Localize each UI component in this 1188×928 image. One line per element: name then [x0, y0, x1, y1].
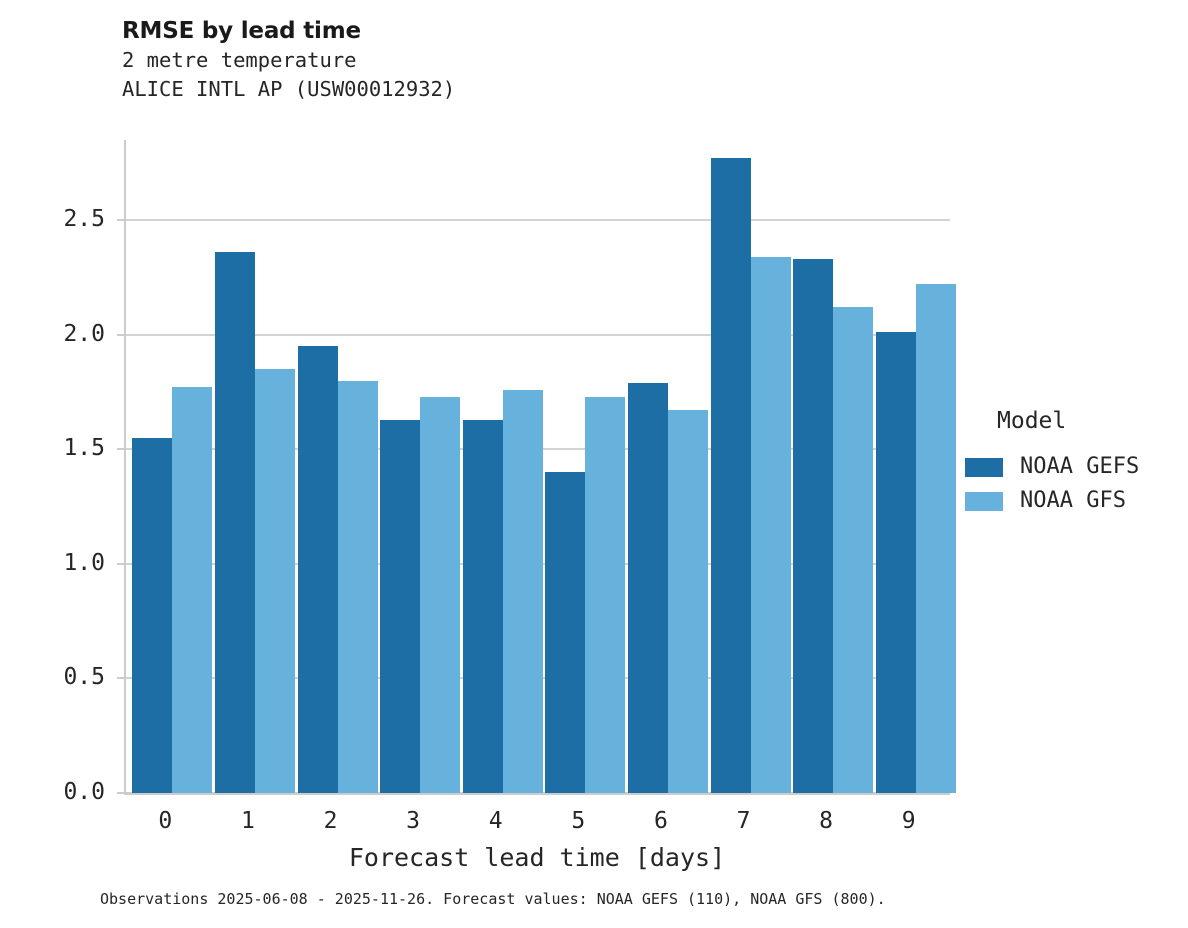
y-tick-label: 0.0 [63, 779, 105, 805]
y-tick-mark [117, 562, 124, 565]
legend-swatch-gfs [965, 491, 1003, 511]
x-tick-label: 9 [901, 808, 916, 834]
bar-noaa-gefs-day-2[interactable] [297, 346, 338, 793]
bar-noaa-gfs-day-2[interactable] [337, 380, 378, 793]
bar-noaa-gefs-day-9[interactable] [875, 332, 916, 793]
y-tick-label: 1.5 [63, 435, 105, 462]
bar-noaa-gefs-day-7[interactable] [710, 158, 751, 793]
gridline [126, 219, 950, 222]
legend-swatch-gefs [965, 457, 1003, 477]
title-block: RMSE by lead time 2 metre temperature AL… [122, 16, 942, 104]
x-tick-label: 7 [736, 808, 751, 834]
bar-noaa-gfs-day-4[interactable] [502, 389, 543, 793]
x-axis-label: Forecast lead time [days] [348, 843, 726, 872]
bar-noaa-gefs-day-5[interactable] [545, 472, 586, 793]
bar-noaa-gfs-day-0[interactable] [172, 387, 213, 793]
y-tick-mark [117, 677, 124, 680]
bar-noaa-gfs-day-8[interactable] [833, 307, 874, 793]
bar-noaa-gfs-day-1[interactable] [254, 369, 295, 793]
legend-item-gefs[interactable]: NOAA GEFS [965, 450, 1187, 484]
bar-noaa-gefs-day-8[interactable] [793, 259, 834, 793]
legend-item-gfs[interactable]: NOAA GFS [965, 484, 1187, 518]
bar-noaa-gfs-day-6[interactable] [667, 410, 708, 793]
bar-noaa-gefs-day-4[interactable] [462, 419, 503, 793]
legend-label-gefs: NOAA GEFS [1020, 454, 1140, 479]
bar-noaa-gfs-day-3[interactable] [420, 396, 461, 793]
x-tick-label: 0 [158, 808, 173, 834]
legend-title: Model [997, 408, 1067, 434]
plot-area: 0 1 2 3 4 5 6 7 8 9 [117, 140, 956, 834]
x-tick-label: 4 [488, 808, 503, 834]
legend: Model NOAA GEFS NOAA GFS [965, 408, 1187, 518]
x-tick-label: 5 [571, 808, 586, 834]
x-tick-label: 8 [819, 808, 834, 834]
footer-note: Observations 2025-06-08 - 2025-11-26. Fo… [100, 890, 886, 908]
bar-noaa-gefs-day-1[interactable] [214, 252, 255, 793]
bar-noaa-gfs-day-7[interactable] [750, 256, 791, 793]
gridline [126, 792, 950, 794]
bar-noaa-gefs-day-6[interactable] [627, 382, 668, 793]
chart-subtitle-station: ALICE INTL AP (USW00012932) [122, 77, 456, 101]
page-title: RMSE by lead time [122, 18, 361, 44]
y-axis-line [124, 140, 126, 795]
x-tick-label: 3 [406, 808, 421, 834]
chart-subtitle-variable: 2 metre temperature [122, 48, 357, 72]
bar-noaa-gefs-day-3[interactable] [380, 419, 421, 793]
y-tick-label: 2.5 [63, 206, 105, 233]
y-tick-mark [117, 219, 124, 222]
bar-noaa-gefs-day-0[interactable] [132, 437, 173, 793]
x-axis-line [124, 793, 950, 795]
y-tick-mark [117, 448, 124, 451]
y-tick-label: 1.0 [63, 549, 105, 576]
legend-label-gfs: NOAA GFS [1020, 488, 1126, 513]
bar-noaa-gfs-day-5[interactable] [585, 396, 626, 793]
x-tick-label: 6 [653, 808, 668, 834]
y-tick-mark [117, 792, 124, 794]
y-tick-label: 2.0 [63, 320, 105, 347]
x-tick-label: 1 [240, 808, 255, 834]
gridline [126, 333, 950, 336]
y-tick-mark [117, 333, 124, 336]
x-tick-label: 2 [323, 808, 338, 834]
y-tick-label: 0.5 [63, 664, 105, 691]
bar-noaa-gfs-day-9[interactable] [915, 284, 956, 793]
